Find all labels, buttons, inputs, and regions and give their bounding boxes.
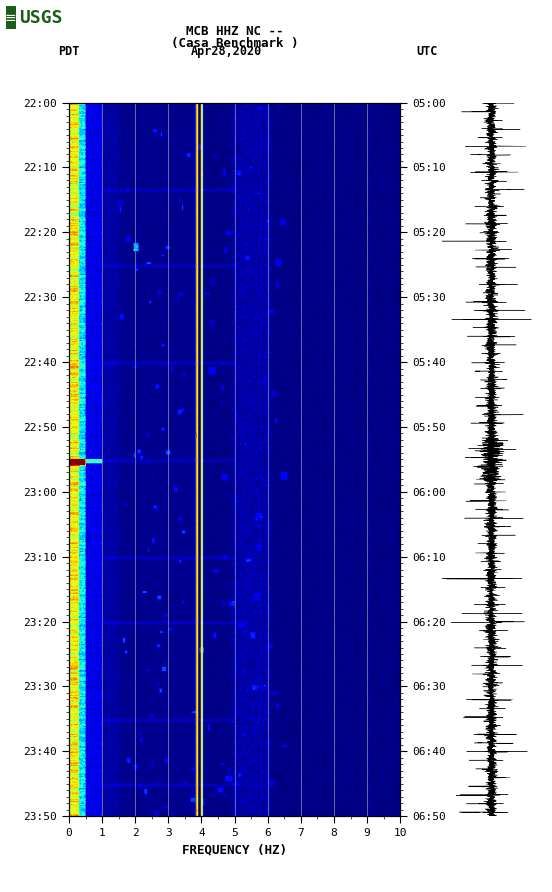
Text: UTC: UTC bbox=[417, 45, 438, 58]
Text: PDT: PDT bbox=[58, 45, 79, 58]
Text: MCB HHZ NC --: MCB HHZ NC -- bbox=[186, 25, 283, 38]
FancyBboxPatch shape bbox=[6, 6, 16, 29]
Text: Apr28,2020: Apr28,2020 bbox=[190, 45, 262, 58]
Text: (Casa Benchmark ): (Casa Benchmark ) bbox=[171, 37, 298, 51]
Text: USGS: USGS bbox=[19, 9, 62, 27]
X-axis label: FREQUENCY (HZ): FREQUENCY (HZ) bbox=[182, 844, 287, 856]
Text: ≡: ≡ bbox=[5, 11, 17, 25]
